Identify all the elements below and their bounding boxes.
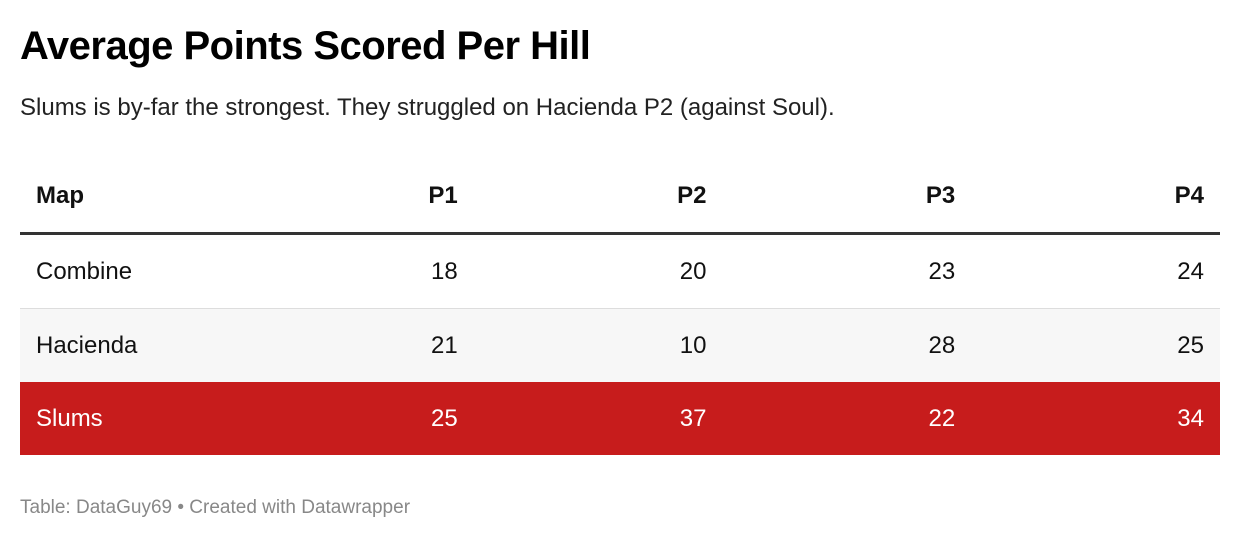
value-cell: 24 (971, 233, 1220, 309)
column-header-p1[interactable]: P1 (225, 160, 474, 235)
value-cell: 21 (225, 308, 474, 382)
source-footer: Table: DataGuy69 • Created with Datawrap… (20, 497, 411, 518)
column-header-p4[interactable]: P4 (971, 160, 1220, 235)
table-row: Hacienda 21 10 28 25 (20, 308, 1220, 382)
value-cell: 28 (722, 308, 972, 382)
value-cell: 37 (473, 382, 723, 455)
value-cell: 25 (225, 382, 474, 455)
value-cell: 18 (225, 233, 474, 309)
chart-title: Average Points Scored Per Hill (20, 24, 591, 68)
map-name-cell: Combine (20, 233, 225, 309)
value-cell: 22 (722, 382, 972, 455)
table-row-highlighted: Slums 25 37 22 34 (20, 382, 1220, 455)
column-header-p3[interactable]: P3 (722, 160, 972, 235)
table-row: Combine 18 20 23 24 (20, 233, 1220, 309)
value-cell: 20 (473, 233, 723, 309)
chart-subtitle: Slums is by-far the strongest. They stru… (20, 94, 835, 121)
column-header-map[interactable]: Map (20, 160, 225, 235)
map-name-cell: Slums (20, 382, 225, 455)
data-table: Map P1 P2 P3 P4 Combine 18 20 23 24 Haci… (20, 160, 1220, 455)
map-name-cell: Hacienda (20, 308, 225, 382)
value-cell: 23 (722, 233, 972, 309)
value-cell: 34 (971, 382, 1220, 455)
value-cell: 25 (971, 308, 1220, 382)
column-header-p2[interactable]: P2 (473, 160, 723, 235)
table-header-row: Map P1 P2 P3 P4 (20, 160, 1220, 235)
value-cell: 10 (473, 308, 723, 382)
